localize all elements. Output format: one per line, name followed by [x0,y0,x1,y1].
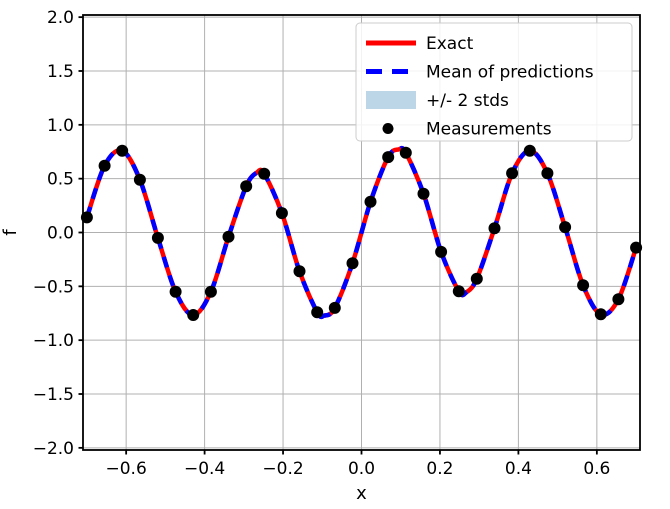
measurement-dot [311,306,324,319]
measurement-dot [630,241,643,254]
x-tick-label: −0.6 [106,459,147,479]
y-tick-label: 1.0 [47,116,74,136]
x-tick-label: 0.4 [505,459,532,479]
measurement-dot [488,222,501,235]
measurement-dot [417,187,430,200]
measurement-dot [452,285,465,298]
measurement-dot [470,272,483,285]
legend-label: +/- 2 stds [426,91,509,111]
y-tick-label: 2.0 [47,8,74,28]
x-tick-label: 0.2 [426,459,453,479]
measurement-dot [222,230,235,243]
legend-label: Measurements [426,120,552,140]
measurement-dot [133,173,146,186]
y-tick-label: −0.5 [33,277,74,297]
y-tick-label: −1.0 [33,331,74,351]
measurement-dot [364,195,377,208]
measurement-dot [258,167,271,180]
measurement-dot [328,301,341,314]
legend-label: Mean of predictions [426,63,594,83]
x-tick-label: 0.0 [348,459,375,479]
measurement-dot [577,279,590,292]
legend-marker-swatch [382,123,394,134]
measurement-dot [293,265,306,278]
x-tick-label: −0.4 [184,459,225,479]
x-axis-label: x [356,483,367,504]
measurement-dot [399,146,412,159]
measurement-dot [187,309,200,321]
legend-entry: Mean of predictions [366,63,594,83]
y-tick-label: −1.5 [33,385,74,405]
y-tick-label: −2.0 [33,439,74,459]
measurement-dot [151,231,164,244]
measurement-dot [240,180,253,193]
measurement-dot [506,167,519,180]
measurement-dot [169,285,182,298]
measurement-dot [275,207,288,220]
y-tick-label: 0.5 [47,170,74,190]
legend: Exact Mean of predictions +/- 2 stds Measur… [355,22,633,142]
measurement-dot [559,221,572,234]
measurement-dot [346,257,359,270]
y-tick-label: 0.0 [47,224,74,244]
x-tick-label: −0.2 [262,459,303,479]
legend-patch-swatch [366,91,416,109]
measurement-dot [98,159,111,172]
axis-ticks: −0.6 −0.4 −0.2 0.0 0.2 0.4 0.6 2.0 1.5 1.0 0.5 0.0 −… [33,8,611,479]
measurement-dot [382,151,395,164]
measurement-dot [116,144,129,157]
legend-box [355,22,633,142]
y-tick-label: 1.5 [47,62,74,82]
measurement-dot [612,293,625,306]
measurement-dot [204,285,217,298]
measurement-dot [523,144,536,157]
measurement-dots [80,144,643,321]
legend-entry: Exact [366,34,474,54]
legend-label: Exact [426,34,474,54]
x-tick-label: 0.6 [583,459,610,479]
legend-entry: +/- 2 stds [366,91,509,111]
measurement-dot [541,167,554,180]
measurement-dot [435,245,448,258]
measurement-dot [594,308,607,321]
y-axis-label: f [0,229,21,236]
legend-entry: Measurements [382,120,552,140]
